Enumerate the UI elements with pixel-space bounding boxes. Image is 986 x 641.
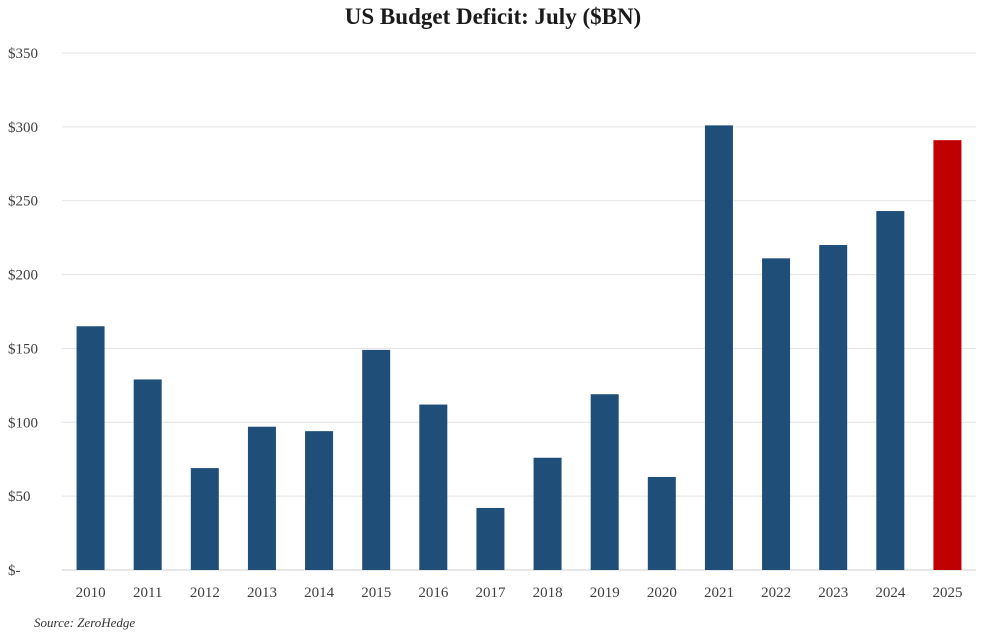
bar-2011 [133, 379, 162, 570]
x-tick-label: 2023 [818, 585, 848, 601]
bar-2025 [933, 140, 962, 570]
bar-2023 [819, 245, 848, 570]
y-tick-label: $150 [8, 341, 38, 357]
bar-2017 [476, 507, 505, 570]
y-tick-label: $100 [8, 415, 38, 431]
x-tick-label: 2015 [361, 585, 391, 601]
y-axis-ticks: $- $50 $100 $150 $200 $250 $300 $350 [8, 46, 38, 579]
bar-2012 [190, 468, 219, 570]
bars [76, 125, 962, 570]
chart-source: Source: ZeroHedge [34, 615, 136, 630]
bar-2024 [876, 211, 905, 570]
bar-2019 [590, 394, 619, 570]
chart-title: US Budget Deficit: July ($BN) [344, 4, 642, 29]
x-tick-label: 2022 [761, 585, 791, 601]
bar-2020 [647, 476, 676, 570]
bar-2015 [362, 349, 391, 570]
y-tick-label: $200 [8, 268, 38, 284]
x-axis-ticks: 2010 2011 2012 2013 2014 2015 2016 2017 2018 2019… [76, 585, 963, 601]
x-tick-label: 2010 [76, 585, 106, 601]
bar-2013 [247, 426, 276, 570]
x-tick-label: 2012 [190, 585, 220, 601]
x-tick-label: 2017 [475, 585, 506, 601]
y-tick-label: $350 [8, 46, 38, 62]
y-tick-label: $300 [8, 120, 38, 136]
y-tick-label: $- [8, 563, 21, 579]
bar-2014 [305, 431, 334, 570]
bar-2016 [419, 404, 448, 570]
x-tick-label: 2018 [533, 585, 563, 601]
bar-2018 [533, 457, 562, 570]
x-tick-label: 2021 [704, 585, 734, 601]
x-tick-label: 2014 [304, 585, 335, 601]
x-tick-label: 2013 [247, 585, 277, 601]
x-tick-label: 2020 [647, 585, 677, 601]
x-tick-label: 2025 [932, 585, 962, 601]
x-tick-label: 2024 [875, 585, 906, 601]
y-tick-label: $50 [8, 489, 31, 505]
x-tick-label: 2019 [590, 585, 620, 601]
x-tick-label: 2016 [418, 585, 449, 601]
bar-2022 [762, 258, 791, 570]
bar-2021 [704, 125, 733, 570]
bar-2010 [76, 326, 105, 570]
y-tick-label: $250 [8, 194, 38, 210]
x-tick-label: 2011 [133, 585, 162, 601]
